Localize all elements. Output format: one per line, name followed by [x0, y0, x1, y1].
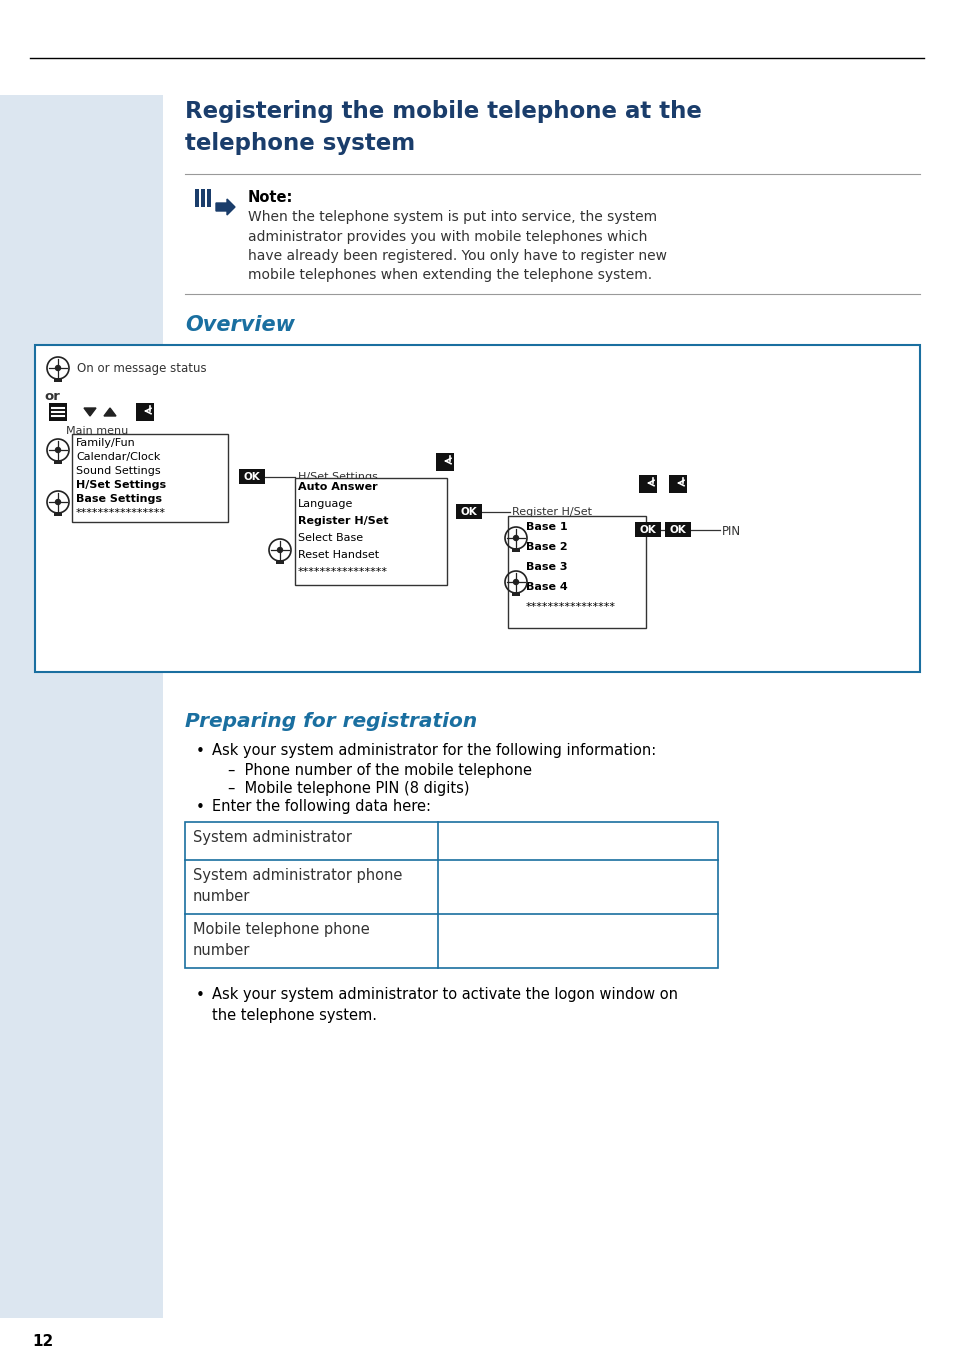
Bar	[635, 522, 660, 537]
Text: OK: OK	[639, 525, 656, 535]
Bar	[294, 479, 447, 585]
Text: Mobile telephone phone
number: Mobile telephone phone number	[193, 922, 370, 959]
Text: Overview: Overview	[185, 315, 294, 335]
Bar	[436, 453, 454, 470]
Circle shape	[513, 580, 518, 584]
Text: Base 3: Base 3	[525, 562, 567, 572]
Text: •: •	[195, 988, 205, 1003]
Text: Enter the following data here:: Enter the following data here:	[212, 799, 431, 814]
Text: Base 4: Base 4	[525, 581, 567, 592]
Text: Ask your system administrator to activate the logon window on
the telephone syst: Ask your system administrator to activat…	[212, 987, 678, 1023]
Text: Register H/Set: Register H/Set	[297, 516, 388, 526]
Text: Base 1: Base 1	[525, 522, 567, 531]
Bar	[201, 189, 205, 207]
Text: Register H/Set: Register H/Set	[512, 507, 592, 516]
Text: Base 2: Base 2	[525, 542, 567, 552]
Text: System administrator phone
number: System administrator phone number	[193, 868, 402, 904]
Bar	[664, 522, 690, 537]
Text: ****************: ****************	[525, 602, 616, 612]
Bar	[35, 345, 919, 672]
Bar	[207, 189, 211, 207]
Bar	[275, 560, 284, 564]
Text: PIN: PIN	[721, 525, 740, 538]
Circle shape	[513, 535, 518, 541]
Polygon shape	[104, 408, 116, 416]
Text: OK: OK	[243, 472, 260, 483]
Text: Family/Fun: Family/Fun	[76, 438, 135, 448]
Bar	[49, 403, 67, 420]
Text: Reset Handset: Reset Handset	[297, 550, 378, 560]
Text: Sound Settings: Sound Settings	[76, 466, 160, 476]
Bar	[136, 403, 153, 420]
Bar	[239, 469, 265, 484]
Circle shape	[55, 365, 60, 370]
Text: or: or	[44, 389, 60, 403]
Bar	[639, 475, 657, 493]
Text: Select Base: Select Base	[297, 533, 363, 544]
Text: System administrator: System administrator	[193, 830, 352, 845]
Bar	[54, 460, 62, 464]
Text: Note:: Note:	[248, 191, 294, 206]
Bar	[54, 379, 62, 383]
Circle shape	[55, 499, 60, 504]
Bar	[0, 95, 163, 1318]
Text: OK: OK	[460, 507, 476, 516]
Text: Language: Language	[297, 499, 353, 508]
Text: –  Phone number of the mobile telephone: – Phone number of the mobile telephone	[228, 763, 532, 777]
Text: ****************: ****************	[297, 566, 388, 577]
Text: Base Settings: Base Settings	[76, 493, 162, 504]
Circle shape	[277, 548, 282, 553]
Text: Main menu: Main menu	[66, 426, 128, 435]
Bar	[512, 592, 519, 596]
Text: OK: OK	[669, 525, 685, 535]
Bar	[668, 475, 686, 493]
Text: •: •	[195, 744, 205, 758]
Bar	[194, 189, 199, 207]
Text: –  Mobile telephone PIN (8 digits): – Mobile telephone PIN (8 digits)	[228, 781, 469, 796]
Bar	[456, 504, 481, 519]
Bar	[512, 548, 519, 552]
Text: H/Set Settings: H/Set Settings	[297, 472, 377, 483]
Polygon shape	[84, 408, 96, 416]
Polygon shape	[215, 199, 234, 215]
Text: On or message status: On or message status	[77, 362, 207, 375]
Text: •: •	[195, 800, 205, 815]
Bar	[54, 512, 62, 516]
Text: telephone system: telephone system	[185, 132, 415, 155]
Bar	[71, 434, 228, 522]
Text: Auto Answer: Auto Answer	[297, 483, 377, 492]
Text: 12: 12	[32, 1334, 53, 1349]
Text: Registering the mobile telephone at the: Registering the mobile telephone at the	[185, 100, 701, 123]
Text: Preparing for registration: Preparing for registration	[185, 713, 476, 731]
Text: Ask your system administrator for the following information:: Ask your system administrator for the fo…	[212, 744, 656, 758]
Circle shape	[55, 448, 60, 453]
Text: Calendar/Clock: Calendar/Clock	[76, 452, 160, 462]
Text: H/Set Settings: H/Set Settings	[76, 480, 166, 489]
Text: ****************: ****************	[76, 508, 166, 518]
Bar	[185, 822, 718, 968]
Text: When the telephone system is put into service, the system
administrator provides: When the telephone system is put into se…	[248, 210, 666, 283]
Bar	[507, 516, 645, 627]
